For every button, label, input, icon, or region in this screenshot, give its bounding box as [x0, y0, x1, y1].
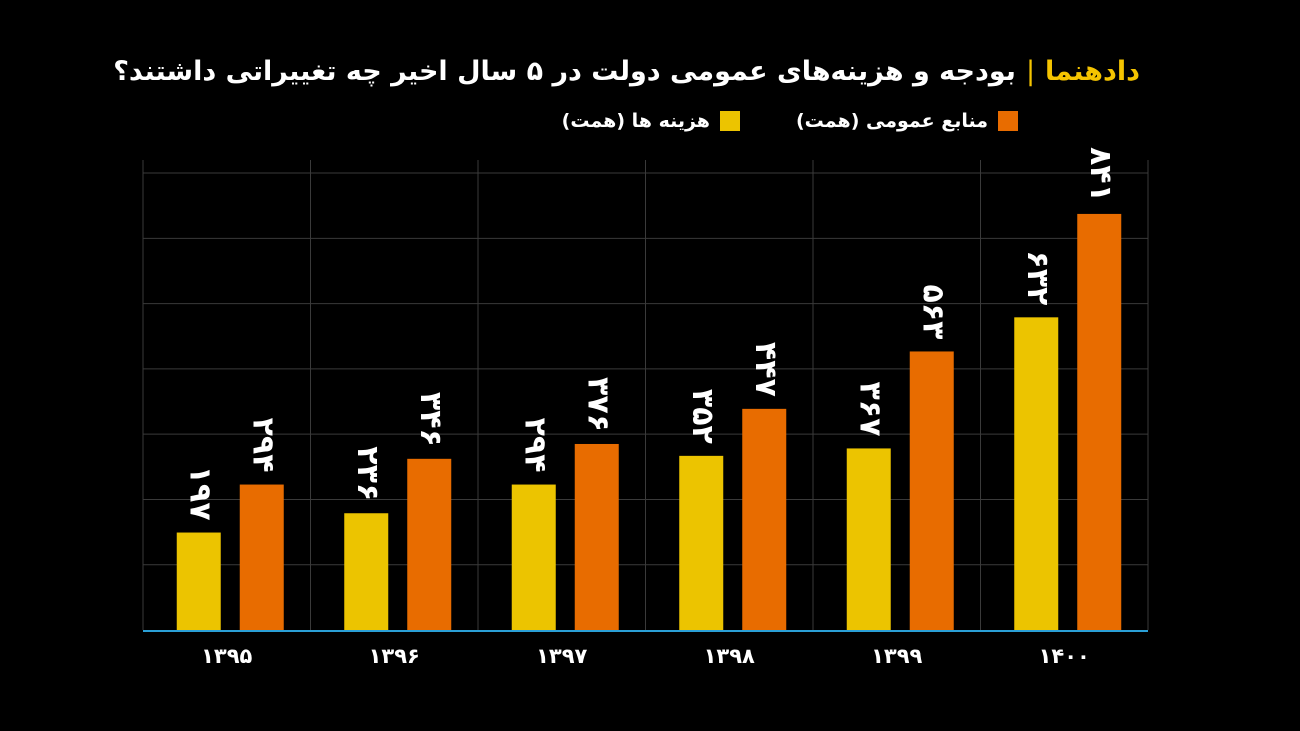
bar-revenue: [742, 408, 787, 630]
bar-revenue: [1077, 213, 1122, 630]
bar-value-label-cost: ۳۶۷: [852, 381, 887, 436]
bar-cost: [1014, 317, 1059, 630]
bar-revenue: [407, 458, 452, 630]
bar-value-label-revenue: ۴۴۷: [748, 342, 783, 397]
x-tick-label: ۱۳۹۵: [201, 644, 252, 668]
title-text: بودجه و هزینه‌های عمومی دولت در ۵ سال اخ…: [113, 56, 1016, 87]
bar-revenue: [239, 484, 284, 630]
x-tick-label: ۱۳۹۹: [871, 644, 922, 668]
bar-value-label-cost: ۲۹۴: [517, 418, 552, 473]
legend-swatch-revenue: [998, 111, 1018, 131]
x-tick-label: ۱۳۹۶: [369, 644, 420, 668]
title-separator: |: [1025, 56, 1036, 87]
x-tick-label: ۱۳۹۸: [704, 644, 755, 668]
bar-revenue: [574, 443, 619, 630]
bar-value-label-revenue: ۸۴۱: [1083, 147, 1118, 202]
legend-swatch-cost: [719, 111, 740, 131]
bar-value-label-cost: ۱۹۷: [182, 466, 217, 521]
bar-value-label-revenue: ۲۹۴: [245, 418, 280, 473]
bar-value-label-revenue: ۳۴۶: [413, 392, 448, 447]
bar-value-label-cost: ۶۳۲: [1020, 250, 1055, 305]
bar-value-label-cost: ۳۵۲: [685, 389, 720, 444]
legend-label-revenue: منابع عمومی (همت): [795, 110, 988, 132]
bar-revenue: [909, 351, 954, 630]
bar-cost: [344, 513, 389, 630]
brand-label: دادهنما: [1045, 56, 1140, 87]
bar-cost: [176, 532, 221, 630]
bar-cost: [511, 484, 556, 630]
legend-item-revenue: منابع عمومی (همت): [796, 110, 1018, 132]
chart-title: دادهنما | بودجه و هزینه‌های عمومی دولت در …: [0, 56, 1140, 87]
legend: منابع عمومی (همت) هزینه ها (همت): [562, 110, 1018, 132]
legend-label-cost: هزینه ها (همت): [561, 110, 710, 132]
bar-value-label-cost: ۲۳۶: [350, 446, 385, 501]
bar-cost: [679, 455, 724, 630]
legend-item-cost: هزینه ها (همت): [562, 110, 740, 132]
x-tick-label: ۱۳۹۷: [536, 644, 587, 668]
x-tick-label: ۱۴۰۰: [1039, 644, 1090, 668]
bar-value-label-revenue: ۳۷۶: [580, 377, 615, 432]
bar-cost: [846, 448, 891, 630]
bar-value-label-revenue: ۵۶۳: [915, 285, 950, 340]
